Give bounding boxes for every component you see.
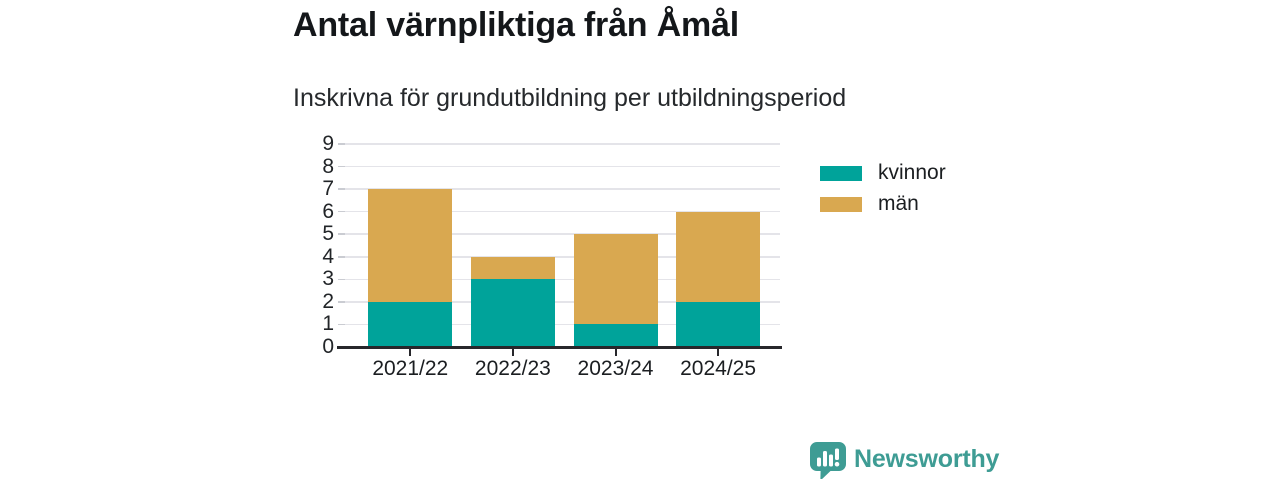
x-tick-label: 2022/23 xyxy=(474,357,551,380)
gridline xyxy=(345,323,780,326)
legend-label-kvinnor: kvinnor xyxy=(878,161,946,184)
x-tick-label: 2024/25 xyxy=(680,357,757,380)
x-tick-label: 2021/22 xyxy=(372,357,449,380)
gridline xyxy=(345,233,780,235)
legend-label-män: män xyxy=(878,192,919,215)
chart-legend: kvinnor män xyxy=(820,162,946,224)
x-axis-line xyxy=(337,345,782,349)
gridline xyxy=(345,256,780,258)
y-tick-label: 1 xyxy=(322,312,334,336)
chart-subtitle: Inskrivna för grundutbildning per utbild… xyxy=(293,84,847,112)
bar-segment-män-2022-23 xyxy=(470,256,555,280)
legend-swatch-män xyxy=(820,196,862,212)
x-axis-tick xyxy=(614,348,617,356)
y-tick-label: 0 xyxy=(322,335,334,358)
legend-item-män: män xyxy=(820,193,946,215)
bar-segment-män-2023-24 xyxy=(573,234,658,325)
y-tick-label: 7 xyxy=(322,177,334,201)
bar-segment-kvinnor-2023-24 xyxy=(573,324,658,347)
bar-segment-kvinnor-2022-23 xyxy=(470,279,555,347)
legend-item-kvinnor: kvinnor xyxy=(820,162,946,184)
legend-swatch-kvinnor xyxy=(820,165,862,181)
newsworthy-logo-icon xyxy=(809,441,847,480)
y-tick-label: 6 xyxy=(322,199,334,223)
y-tick-label: 3 xyxy=(322,267,334,291)
x-tick-label: 2023/24 xyxy=(577,357,654,380)
gridline xyxy=(345,278,780,281)
gridline xyxy=(345,143,780,145)
y-tick-label: 8 xyxy=(322,154,334,178)
newsworthy-brand-link[interactable]: Newsworthy xyxy=(809,441,1000,480)
newsworthy-wordmark: Newsworthy xyxy=(854,445,1000,473)
gridline xyxy=(345,301,780,303)
gridline xyxy=(345,188,780,190)
gridline xyxy=(345,165,780,168)
gridline xyxy=(345,210,780,213)
bar-segment-män-2021-22 xyxy=(368,189,453,302)
page-title: Antal värnpliktiga från Åmål xyxy=(293,6,739,44)
y-tick-label: 2 xyxy=(322,289,334,313)
x-axis-tick xyxy=(717,348,720,356)
bar-segment-män-2024-25 xyxy=(676,211,761,302)
y-tick-label: 4 xyxy=(322,244,334,268)
y-tick-label: 5 xyxy=(322,222,334,246)
x-axis-tick xyxy=(409,348,412,356)
y-tick-label: 9 xyxy=(322,132,334,155)
x-axis-tick xyxy=(511,348,514,356)
bar-segment-kvinnor-2021-22 xyxy=(368,301,453,347)
bar-segment-kvinnor-2024-25 xyxy=(676,301,761,347)
